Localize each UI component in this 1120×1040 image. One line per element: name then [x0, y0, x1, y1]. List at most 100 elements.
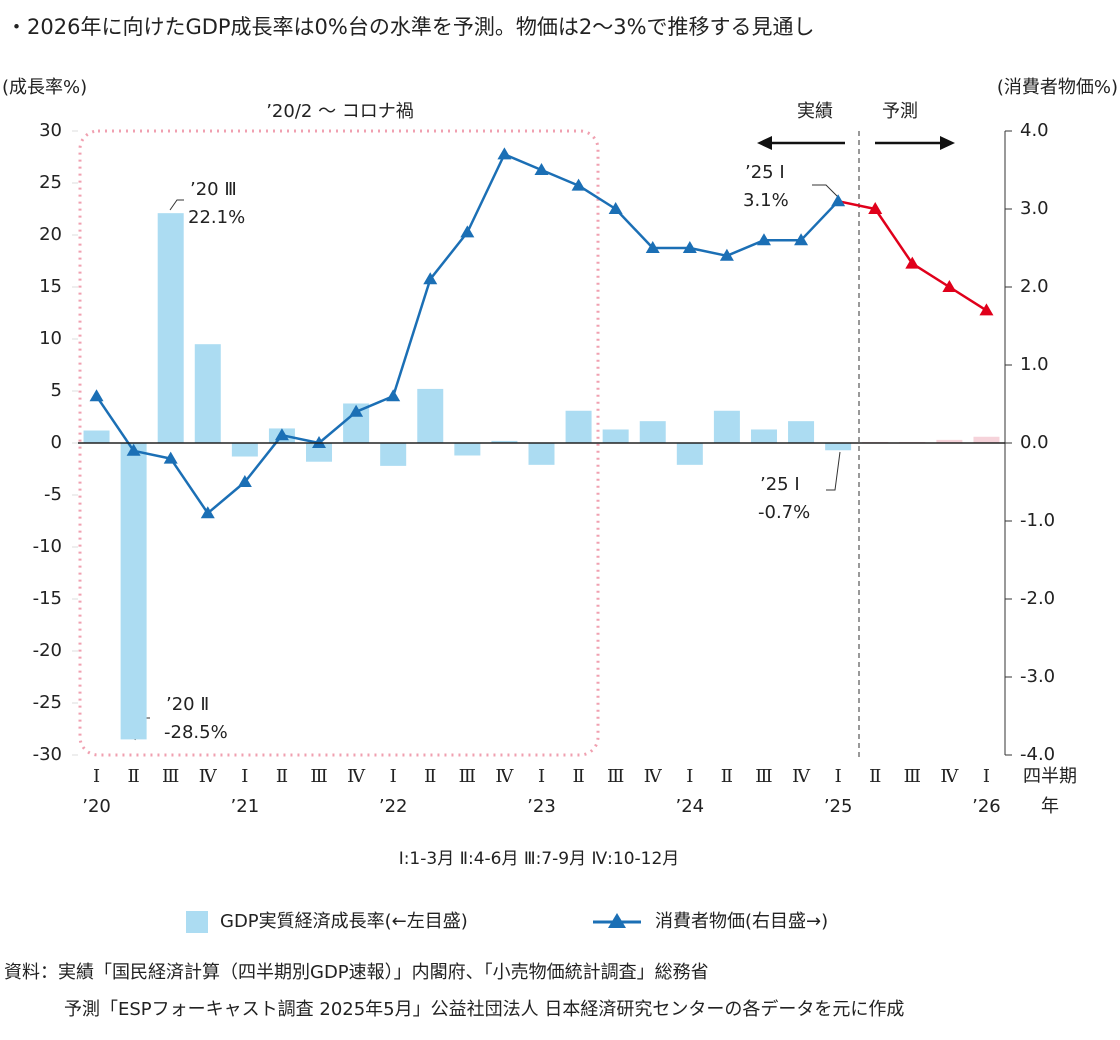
marker: [386, 389, 401, 402]
y-tick-label: 30: [39, 120, 62, 141]
x-tick-label: Ⅳ: [495, 766, 514, 787]
line-segment: [133, 449, 171, 460]
bar: [454, 443, 481, 456]
x-year-label: ’24: [675, 796, 704, 817]
x-tick-label: Ⅱ: [869, 766, 881, 787]
leader: [812, 184, 839, 198]
line-segment: [503, 153, 542, 172]
line-segment: [391, 278, 432, 397]
x-tick-label: Ⅰ: [93, 766, 100, 787]
line-segment: [689, 246, 728, 258]
leader: [169, 199, 184, 211]
x-axis-label: 年: [1041, 796, 1059, 817]
y-tick-label: 5: [51, 380, 62, 401]
annotation: ’20/2 ～ コロナ禍: [266, 101, 414, 122]
marker: [460, 225, 475, 238]
line-segment: [874, 208, 914, 265]
x-axis-label: 四半期: [1023, 766, 1077, 787]
marker: [497, 147, 512, 160]
x-tick-label: Ⅲ: [904, 766, 921, 787]
annotation: -0.7%: [758, 502, 810, 523]
marker: [831, 194, 846, 207]
bar: [417, 388, 444, 443]
annotation: ’25 Ⅰ: [745, 162, 785, 183]
y2-tick-label: -3.0: [1020, 666, 1055, 687]
quarter-note: Ⅰ:1-3月 Ⅱ:4-6月 Ⅲ:7-9月 Ⅳ:10-12月: [399, 849, 680, 869]
y-tick-label: -10: [33, 536, 62, 557]
marker: [349, 404, 364, 417]
y2-tick-label: 3.0: [1020, 198, 1049, 219]
y2-tick-label: 1.0: [1020, 354, 1049, 375]
y-axis-label: (成長率%): [2, 77, 87, 98]
bar: [120, 443, 147, 740]
arrow-head: [757, 136, 772, 150]
line-segment: [837, 199, 876, 211]
x-tick-label: Ⅳ: [940, 766, 959, 787]
x-tick-label: Ⅲ: [162, 766, 179, 787]
annotation: 実績: [797, 101, 833, 122]
y2-tick-label: -4.0: [1020, 744, 1055, 765]
line-segment: [206, 481, 246, 515]
x-tick-label: Ⅱ: [128, 766, 140, 787]
annotation: ’25 Ⅰ: [760, 474, 800, 495]
marker: [868, 202, 883, 214]
y-tick-label: -5: [44, 484, 62, 505]
bar: [602, 429, 629, 443]
y-tick-label: 20: [39, 224, 62, 245]
bar: [936, 439, 963, 443]
line-segment: [800, 200, 840, 242]
y2-axis-label: (消費者物価%): [997, 77, 1118, 98]
x-tick-label: Ⅰ: [983, 766, 990, 787]
legend-marker: [608, 913, 626, 928]
line-segment: [169, 457, 209, 514]
y2-tick-label: 0.0: [1020, 432, 1049, 453]
marker: [89, 389, 104, 402]
marker: [163, 451, 178, 464]
x-tick-label: Ⅰ: [538, 766, 545, 787]
y-tick-label: -25: [33, 692, 62, 713]
x-tick-label: Ⅳ: [644, 766, 663, 787]
legend-swatch: [186, 911, 208, 933]
y2-tick-label: -1.0: [1020, 510, 1055, 531]
marker: [423, 272, 438, 285]
line-segment: [355, 395, 394, 413]
x-tick-label: Ⅳ: [199, 766, 218, 787]
x-tick-label: Ⅱ: [276, 766, 288, 787]
bar: [83, 430, 110, 443]
marker: [126, 443, 141, 456]
line-segment: [614, 208, 654, 249]
bar: [750, 429, 777, 443]
y-tick-label: 15: [39, 276, 62, 297]
x-year-label: ’23: [527, 796, 556, 817]
y-tick-label: -30: [33, 744, 62, 765]
marker: [942, 280, 957, 292]
line-segment: [243, 434, 283, 483]
marker: [682, 241, 697, 253]
line-segment: [318, 410, 357, 444]
bar: [676, 443, 703, 465]
arrow-head: [940, 136, 955, 150]
bar: [565, 410, 592, 443]
annotation: ’20 Ⅱ: [166, 694, 209, 715]
marker: [608, 202, 623, 214]
marker: [756, 233, 771, 246]
bar: [639, 421, 666, 443]
x-tick-label: Ⅱ: [424, 766, 436, 787]
x-tick-label: Ⅲ: [607, 766, 624, 787]
x-tick-label: Ⅲ: [755, 766, 772, 787]
marker: [719, 248, 734, 261]
marker: [312, 436, 327, 448]
y-tick-label: 0: [51, 432, 62, 453]
line-segment: [281, 433, 320, 445]
line-segment: [95, 395, 135, 452]
bar: [825, 443, 852, 451]
annotation: 予測: [882, 101, 918, 122]
legend-label: 消費者物価(右目盛→): [655, 911, 828, 932]
x-tick-label: Ⅰ: [835, 766, 842, 787]
line-segment: [541, 168, 580, 187]
marker: [905, 256, 920, 269]
bar: [528, 443, 555, 465]
annotation: 3.1%: [743, 190, 789, 211]
x-year-label: ’22: [379, 796, 408, 817]
